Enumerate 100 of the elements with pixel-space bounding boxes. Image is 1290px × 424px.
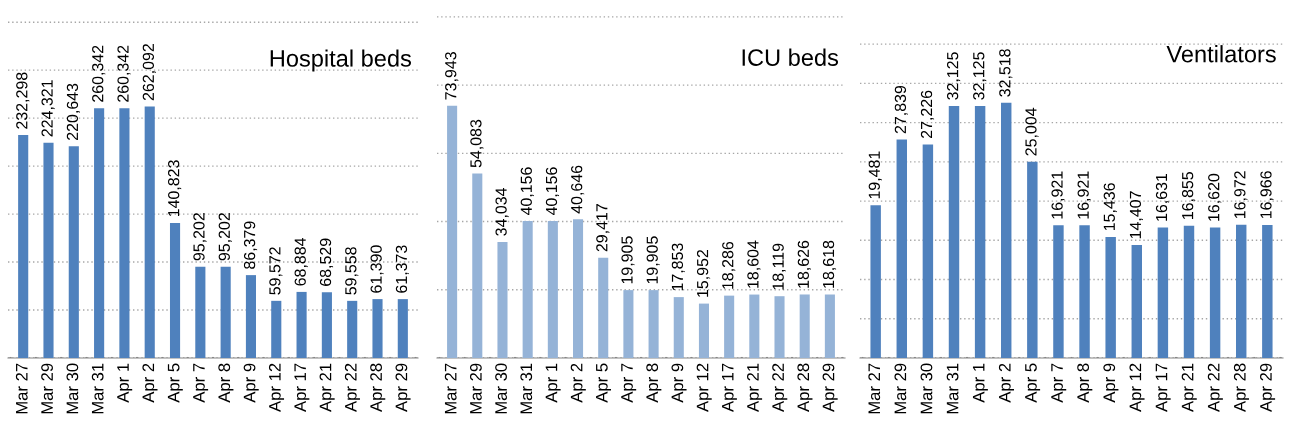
x-tick-label: Apr 7 <box>1051 363 1067 403</box>
x-tick-label: Mar 30 <box>495 363 507 414</box>
x-tick-label: Apr 17 <box>294 363 310 412</box>
x-tick-label: Mar 30 <box>66 363 79 414</box>
bar <box>896 139 907 358</box>
x-tick-label: Mar 31 <box>520 363 533 414</box>
bar <box>573 219 584 358</box>
x-tick-label: Apr 8 <box>218 363 234 403</box>
data-label: 86,379 <box>243 221 258 269</box>
x-tick-label: Apr 1 <box>545 363 561 403</box>
bar <box>447 105 458 358</box>
x-tick-label: Mar 31 <box>946 363 959 414</box>
x-tick-label: Apr 9 <box>1103 363 1119 403</box>
x-tick-label: Apr 1 <box>117 363 133 403</box>
bar <box>497 241 508 358</box>
x-tick-label: Apr 1 <box>972 363 988 403</box>
data-label: 40,156 <box>545 167 560 216</box>
data-label: 61,373 <box>395 245 409 293</box>
bar <box>68 146 79 358</box>
bar <box>347 300 358 358</box>
x-tick-label: Apr 29 <box>395 363 411 412</box>
bar <box>623 290 634 358</box>
data-label: 59,558 <box>345 247 359 295</box>
x-tick-label: Apr 29 <box>822 363 838 412</box>
data-label: 16,620 <box>1208 173 1222 221</box>
bar <box>43 142 54 358</box>
data-label: 32,125 <box>973 52 987 100</box>
x-tick-label: Apr 9 <box>671 363 687 403</box>
x-tick-label: Apr 12 <box>268 363 285 412</box>
data-label: 32,125 <box>946 52 961 100</box>
bar <box>18 135 29 358</box>
chart-title: ICU beds <box>742 48 839 66</box>
x-tick-label: Apr 9 <box>243 363 259 403</box>
chart-title: Hospital beds <box>270 49 412 72</box>
bar <box>922 144 934 358</box>
x-tick-label: Mar 29 <box>894 363 907 414</box>
x-tick-label: Apr 5 <box>596 363 611 403</box>
data-label: 260,342 <box>117 45 131 102</box>
bar <box>296 291 307 358</box>
data-label: 95,202 <box>193 213 207 261</box>
x-tick-label: Apr 5 <box>1025 363 1041 403</box>
bar <box>94 108 105 358</box>
data-label: 54,083 <box>470 119 484 168</box>
data-label: 32,518 <box>999 49 1013 97</box>
bar <box>1183 225 1195 358</box>
data-label: 18,604 <box>747 240 761 288</box>
bar <box>1053 225 1064 358</box>
bar <box>870 205 881 358</box>
bar <box>724 295 735 358</box>
x-tick-label: Apr 7 <box>621 363 637 403</box>
x-tick-label: Mar 31 <box>91 363 104 414</box>
data-label: 16,921 <box>1077 171 1091 219</box>
bar <box>472 173 483 358</box>
x-tick-label: Apr 17 <box>721 363 737 412</box>
data-label: 17,853 <box>671 243 685 291</box>
data-label: 40,156 <box>520 167 534 216</box>
data-label: 15,436 <box>1103 183 1117 231</box>
bar <box>799 294 810 358</box>
x-tick-label: Apr 29 <box>1260 363 1276 412</box>
chart-title: Ventilators <box>1166 45 1276 63</box>
data-label: 19,905 <box>646 236 660 284</box>
bar <box>169 222 181 358</box>
data-label: 16,966 <box>1260 171 1274 219</box>
data-label: 220,643 <box>66 83 80 140</box>
x-tick-label: Apr 8 <box>1077 363 1093 403</box>
bar <box>321 292 332 358</box>
bar <box>1079 225 1090 358</box>
data-label: 224,321 <box>41 80 55 137</box>
bar <box>195 266 206 358</box>
x-tick-label: Mar 29 <box>469 363 482 414</box>
data-label: 27,839 <box>894 85 908 134</box>
data-label: 14,407 <box>1129 191 1143 239</box>
x-tick-label: Mar 30 <box>920 363 933 414</box>
data-label: 73,943 <box>445 52 459 100</box>
bar <box>547 221 558 358</box>
x-tick-label: Apr 28 <box>1233 363 1249 412</box>
x-tick-label: Apr 21 <box>319 363 335 412</box>
bar <box>271 300 282 358</box>
data-label: 16,921 <box>1051 171 1065 219</box>
data-label: 68,884 <box>294 237 308 286</box>
x-tick-label: Apr 22 <box>344 363 360 412</box>
data-label: 29,417 <box>596 204 610 252</box>
data-label: 16,855 <box>1181 172 1196 219</box>
x-tick-label: Apr 21 <box>747 363 763 412</box>
data-label: 232,298 <box>16 72 30 129</box>
bar <box>1105 236 1116 358</box>
bar <box>1131 244 1142 358</box>
bar <box>220 266 231 358</box>
data-label: 95,202 <box>218 213 232 261</box>
data-label: 18,119 <box>772 243 786 290</box>
bar <box>1157 227 1169 358</box>
x-tick-label: Apr 8 <box>646 363 662 403</box>
data-label: 15,952 <box>696 249 711 297</box>
bar <box>948 105 960 358</box>
data-label: 40,646 <box>571 165 585 214</box>
data-label: 61,390 <box>370 245 384 293</box>
data-label: 16,972 <box>1234 171 1248 219</box>
x-tick-label: Mar 27 <box>868 363 881 414</box>
x-tick-label: Apr 2 <box>570 363 586 403</box>
data-label: 16,631 <box>1155 173 1170 221</box>
